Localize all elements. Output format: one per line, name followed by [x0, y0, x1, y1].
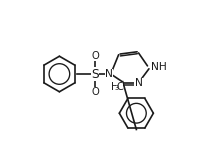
Text: N: N	[105, 69, 113, 79]
Text: O: O	[91, 87, 99, 97]
Text: S: S	[91, 67, 99, 81]
Text: H: H	[111, 82, 119, 92]
Text: N: N	[135, 78, 143, 88]
Text: O: O	[91, 51, 99, 61]
Text: C: C	[116, 82, 123, 92]
Text: 3: 3	[114, 85, 118, 91]
Text: NH: NH	[151, 62, 167, 72]
